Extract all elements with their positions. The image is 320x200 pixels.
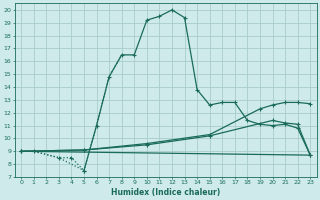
X-axis label: Humidex (Indice chaleur): Humidex (Indice chaleur) [111, 188, 220, 197]
